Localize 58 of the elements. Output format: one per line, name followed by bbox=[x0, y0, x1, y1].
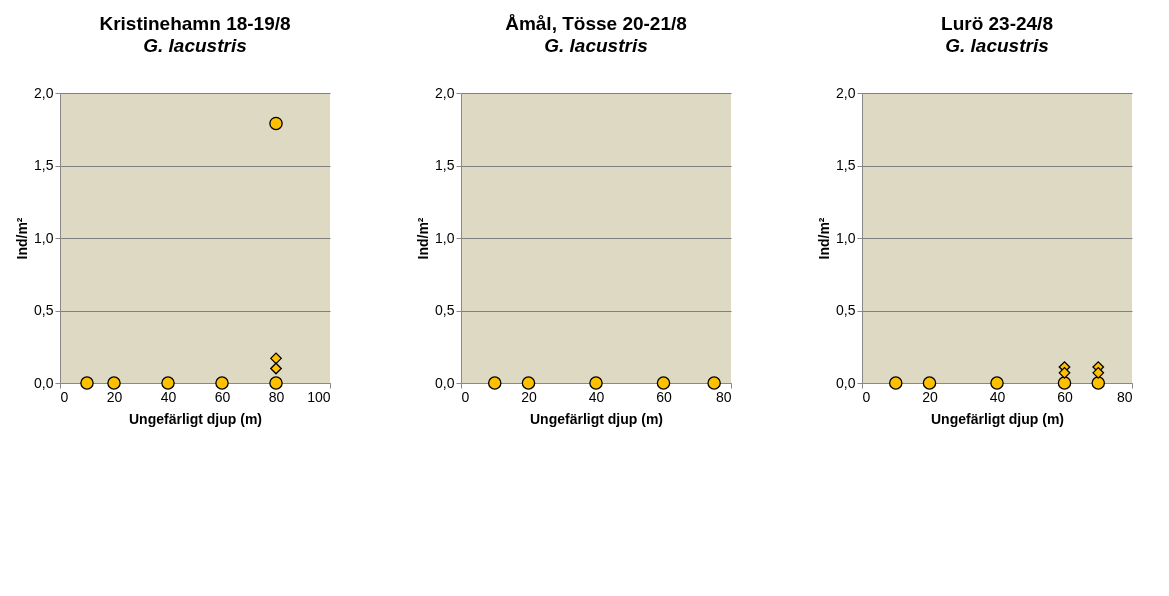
y-tick-label: 1,5 bbox=[34, 157, 54, 173]
y-tick-label: 0,5 bbox=[34, 302, 54, 318]
point bbox=[1092, 366, 1105, 379]
point bbox=[888, 376, 903, 390]
chart-title: Lurö 23-24/8 bbox=[941, 13, 1053, 34]
y-tick-label: 2,0 bbox=[435, 84, 455, 101]
x-tick-label: 40 bbox=[160, 388, 177, 405]
x-tick-label: 80 bbox=[715, 388, 732, 405]
y-tick-label: 0,0 bbox=[435, 374, 455, 391]
x-tick-label: 60 bbox=[214, 388, 231, 405]
point bbox=[1057, 376, 1072, 390]
x-tick-label: 100 bbox=[307, 388, 331, 405]
x-axis-title: Ungefärligt djup (m) bbox=[129, 410, 262, 427]
chart-subtitle: G. lacustris bbox=[143, 35, 247, 56]
x-tick-label: 20 bbox=[922, 388, 938, 405]
point bbox=[922, 376, 937, 390]
x-tick-label: 40 bbox=[989, 388, 1006, 405]
y-tick-label: 1,5 bbox=[435, 157, 455, 173]
y-tick-label: 2,0 bbox=[836, 84, 856, 101]
x-tick-label: 0 bbox=[862, 388, 871, 405]
x-axis-title: Ungefärligt djup (m) bbox=[530, 410, 663, 427]
x-tick-label: 20 bbox=[521, 388, 537, 405]
y-tick-label: 0,5 bbox=[435, 302, 455, 318]
y-tick-label: 1,5 bbox=[836, 157, 856, 173]
x-tick-label: 20 bbox=[106, 388, 123, 405]
y-tick-label: 1,0 bbox=[34, 229, 54, 246]
point bbox=[269, 116, 283, 131]
y-tick-label: 1,0 bbox=[435, 229, 455, 246]
x-tick-label: 0 bbox=[60, 388, 69, 405]
chart-subtitle: G. lacustris bbox=[544, 35, 648, 56]
point bbox=[1058, 366, 1071, 379]
x-tick-label: 80 bbox=[1116, 388, 1133, 405]
x-tick-label: 40 bbox=[588, 388, 605, 405]
y-tick-label: 0,5 bbox=[836, 302, 856, 318]
y-tick-label: 0,0 bbox=[34, 374, 54, 391]
chart-title: Åmål, Tösse 20-21/8 bbox=[505, 13, 687, 34]
x-tick-label: 60 bbox=[656, 388, 672, 405]
point bbox=[161, 376, 175, 390]
chart-subtitle: G. lacustris bbox=[945, 35, 1049, 56]
y-axis-title: Ind/m² bbox=[415, 217, 432, 260]
chart-title: Kristinehamn 18-19/8 bbox=[99, 13, 291, 34]
y-axis-title: Ind/m² bbox=[816, 217, 833, 260]
point bbox=[269, 376, 283, 390]
point bbox=[80, 376, 94, 390]
x-tick-label: 0 bbox=[461, 388, 470, 405]
point bbox=[270, 352, 282, 365]
y-axis-title: Ind/m² bbox=[14, 217, 31, 260]
x-tick-label: 60 bbox=[1057, 388, 1073, 405]
point bbox=[1091, 376, 1106, 390]
y-tick-label: 0,0 bbox=[836, 374, 856, 391]
y-tick-label: 1,0 bbox=[836, 229, 856, 246]
x-tick-label: 80 bbox=[268, 388, 285, 405]
y-tick-label: 2,0 bbox=[34, 84, 54, 101]
point bbox=[270, 362, 282, 375]
point bbox=[990, 376, 1004, 390]
point bbox=[215, 376, 229, 390]
x-axis-title: Ungefärligt djup (m) bbox=[931, 410, 1064, 427]
point bbox=[107, 376, 121, 390]
